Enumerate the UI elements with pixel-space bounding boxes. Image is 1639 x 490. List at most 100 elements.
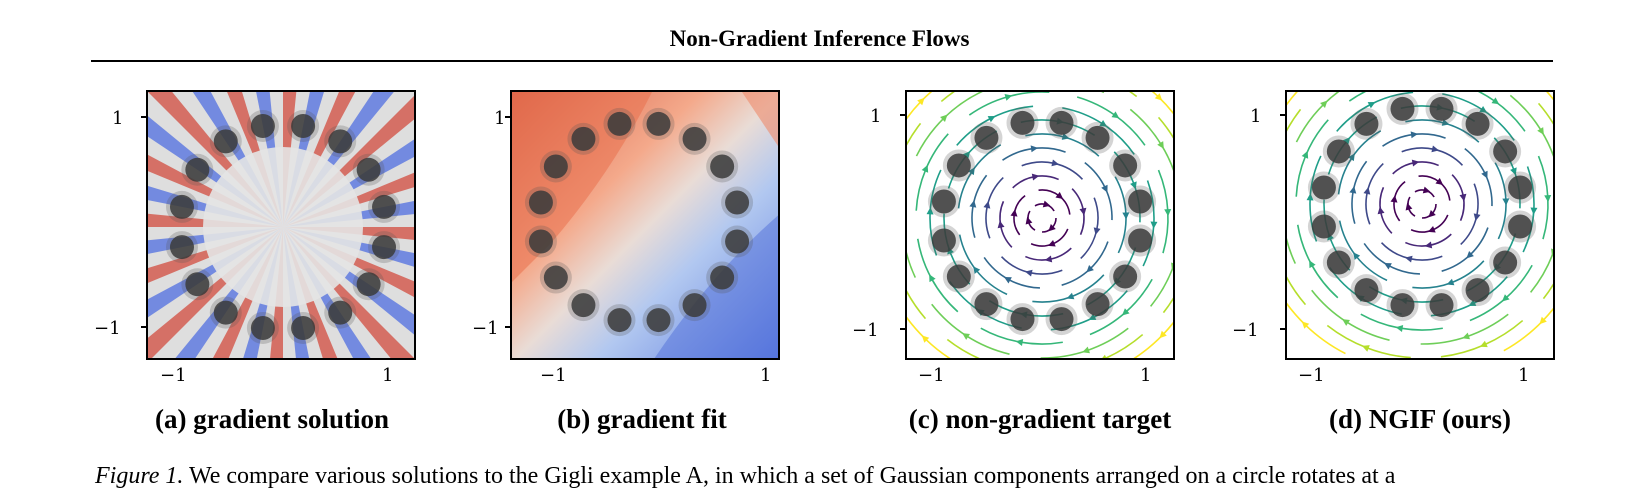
flow-arrow	[929, 274, 936, 283]
gaussian-component-halo	[1109, 149, 1142, 182]
x-tick-label: 1	[1518, 365, 1530, 386]
gaussian-component-halo	[642, 107, 675, 140]
gaussian-component-halo	[352, 153, 385, 186]
y-tick-label: 1	[1250, 106, 1262, 127]
x-tick-label: 1	[382, 365, 394, 386]
gaussian-component	[291, 316, 316, 341]
gaussian-component	[974, 292, 999, 317]
gaussian-component	[1113, 153, 1138, 178]
gaussian-component-halo	[539, 261, 572, 294]
gaussian-component	[1049, 307, 1074, 332]
panel-a-caption: (a) gradient solution	[154, 404, 389, 434]
flow-arrow	[1164, 209, 1172, 217]
gaussian-component-halo	[1006, 106, 1039, 139]
gaussian-component-halo	[970, 121, 1003, 154]
axis-tick-mark	[1280, 114, 1285, 116]
flow-arrow	[1342, 319, 1350, 326]
flow-arrow	[1061, 133, 1070, 140]
gaussian-component-halo	[1307, 210, 1340, 243]
gaussian-component	[328, 129, 353, 154]
gaussian-component-halo	[1006, 303, 1039, 336]
flow-arrow	[917, 97, 925, 106]
x-tick-label: −1	[540, 365, 567, 386]
gaussian-component-halo	[1350, 107, 1383, 140]
flow-arrow	[1361, 345, 1370, 352]
flow-arrow	[1111, 111, 1120, 119]
flow-arrow	[1154, 93, 1163, 101]
flow-arrow	[1491, 97, 1500, 105]
gaussian-component	[1326, 250, 1351, 275]
gaussian-component	[1354, 111, 1379, 136]
gaussian-component-halo	[567, 289, 600, 322]
gaussian-component-halo	[603, 107, 636, 140]
gaussian-component	[1010, 110, 1035, 135]
flow-arrow	[1031, 173, 1040, 181]
axis-tick-mark	[505, 326, 510, 328]
gaussian-component-halo	[1045, 106, 1078, 139]
flow-arrow	[1066, 292, 1075, 300]
panel-c-caption: (c) non-gradient target	[908, 404, 1172, 434]
flow-arrow	[1024, 269, 1033, 277]
gaussian-component	[946, 264, 971, 289]
streamlines	[907, 92, 1173, 358]
flow-arrow	[1530, 207, 1538, 215]
panel-b-caption: (b) gradient fit	[557, 404, 727, 434]
flow-arrow	[1079, 207, 1087, 216]
gaussian-component	[725, 229, 750, 254]
flow-arrow	[983, 200, 991, 209]
flow-arrow	[1544, 195, 1552, 203]
gaussian-component-halo	[1124, 185, 1157, 218]
flow-arrow	[1441, 119, 1450, 126]
flow-arrow	[1047, 239, 1056, 247]
y-tick-label: 1	[870, 106, 882, 127]
flow-arrow	[1395, 325, 1404, 332]
gaussian-component-halo	[927, 185, 960, 218]
gaussian-component	[1465, 278, 1490, 303]
gaussian-component-halo	[1322, 135, 1355, 168]
flow-arrow	[1502, 294, 1510, 302]
flow-arrow	[1502, 198, 1510, 206]
gaussian-components	[927, 106, 1157, 336]
flow-arrow	[1004, 94, 1013, 101]
gaussian-component-halo	[246, 109, 279, 142]
flow-arrow	[1150, 221, 1158, 229]
flow-arrow	[1309, 260, 1316, 269]
gaussian-component-halo	[1322, 246, 1355, 279]
flow-arrow	[1462, 332, 1470, 340]
panel-d-caption: (d) NGIF (ours)	[1329, 404, 1511, 434]
flow-arrow	[1479, 340, 1488, 348]
gaussian-component-halo	[1350, 274, 1383, 307]
flow-arrow	[1410, 131, 1419, 139]
gaussian-component	[356, 272, 381, 297]
gaussian-component-halo	[1425, 289, 1458, 322]
gaussian-component	[328, 300, 353, 325]
gaussian-component	[571, 293, 596, 318]
flow-arrow	[969, 200, 977, 208]
gaussian-component	[250, 316, 275, 341]
gaussian-component	[213, 300, 238, 325]
flow-arrow	[987, 115, 996, 123]
figure-label: Figure 1.	[95, 463, 184, 489]
flow-arrow	[1459, 193, 1467, 202]
gaussian-component	[682, 293, 707, 318]
flow-arrow	[1537, 127, 1544, 135]
gaussian-component	[710, 154, 735, 179]
flow-arrow	[1479, 105, 1488, 113]
flow-arrow	[1404, 255, 1413, 263]
panel-b-plot	[510, 90, 780, 360]
gaussian-component-halo	[368, 231, 401, 264]
gaussian-component-halo	[368, 190, 401, 223]
flow-arrow	[1431, 145, 1440, 153]
gaussian-component-halo	[706, 261, 739, 294]
gaussian-component	[372, 235, 397, 260]
gaussian-component-halo	[642, 304, 675, 337]
flow-arrow	[1099, 119, 1108, 127]
gaussian-component-halo	[1109, 260, 1142, 293]
gaussian-component	[213, 129, 238, 154]
gaussian-component	[1311, 175, 1336, 200]
flow-arrow	[1481, 170, 1488, 179]
flow-arrow	[1122, 308, 1130, 316]
flow-arrow	[1384, 263, 1392, 270]
gaussian-component-halo	[287, 109, 320, 142]
flow-arrow	[1042, 200, 1051, 208]
